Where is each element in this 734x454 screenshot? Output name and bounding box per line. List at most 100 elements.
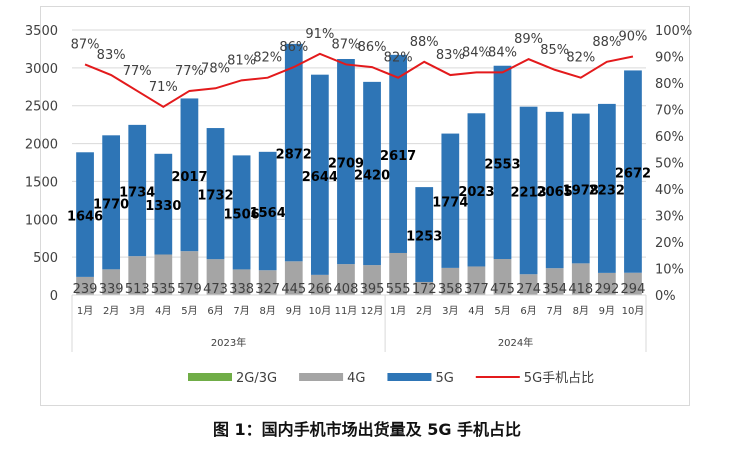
x-tick-label: 2月 [416, 305, 432, 317]
data-label-4g: 327 [255, 282, 280, 297]
bar-4g [102, 269, 121, 295]
data-label-5g: 2872 [276, 148, 312, 163]
bar-5g [545, 111, 564, 269]
legend-label: 4G [347, 371, 365, 386]
bar-5g [467, 113, 486, 267]
y-tick-label: 2500 [25, 100, 58, 115]
y2-tick-label: 90% [655, 51, 684, 66]
bar-4g [415, 281, 434, 295]
x-tick-label: 6月 [207, 305, 223, 317]
data-label-4g: 418 [568, 282, 593, 297]
data-label-5g: 2023 [458, 185, 494, 200]
bar-4g [389, 252, 408, 295]
data-label-5g: 1253 [406, 230, 442, 245]
data-label-4g: 408 [334, 282, 359, 297]
data-label-5g: 1770 [93, 197, 129, 212]
x-tick-label: 6月 [520, 305, 536, 317]
year-group-label: 2023年 [211, 336, 246, 349]
bar-5g [154, 153, 173, 255]
data-label-5g: 2017 [171, 170, 207, 185]
data-label-4g: 475 [490, 282, 515, 297]
data-label-share: 78% [201, 61, 230, 76]
bar-4g [597, 272, 616, 295]
y2-tick-label: 70% [655, 104, 684, 119]
data-label-share: 88% [410, 35, 439, 50]
bar-5g [102, 135, 121, 270]
x-tick-label: 9月 [286, 305, 302, 317]
bar-5g [624, 70, 642, 273]
data-label-share: 88% [592, 35, 621, 50]
data-label-5g: 2709 [328, 157, 364, 172]
bar-4g [493, 259, 512, 295]
data-label-4g: 473 [203, 282, 228, 297]
y2-tick-label: 50% [655, 157, 684, 172]
bar-5g [128, 124, 147, 257]
bar-4g [441, 267, 460, 295]
bar-5g [232, 155, 251, 270]
x-tick-label: 7月 [546, 305, 562, 317]
data-label-4g: 579 [177, 282, 202, 297]
bar-4g [363, 265, 381, 295]
legend-swatch [299, 373, 344, 381]
bar-5g [597, 103, 616, 273]
data-label-5g: 2232 [589, 183, 625, 198]
data-label-5g: 1646 [67, 210, 103, 225]
data-label-share: 84% [488, 45, 517, 60]
data-label-share: 83% [97, 48, 126, 63]
data-label-share: 82% [566, 51, 595, 66]
x-tick-label: 5月 [494, 305, 510, 317]
bar-4g [154, 254, 173, 295]
x-tick-label: 10月 [622, 305, 645, 317]
data-label-5g: 2644 [302, 170, 338, 185]
x-tick-label: 5月 [181, 305, 197, 317]
bar-4g [76, 276, 94, 295]
data-label-5g: 1978 [563, 183, 599, 198]
data-label-share: 71% [149, 80, 178, 95]
data-label-5g: 1732 [197, 189, 233, 204]
data-label-share: 89% [514, 32, 543, 47]
data-label-5g: 2420 [354, 168, 390, 183]
bar-4g [258, 270, 277, 295]
x-tick-label: 7月 [233, 305, 249, 317]
data-label-4g: 338 [229, 282, 254, 297]
y-tick-label: 2000 [25, 138, 58, 153]
bar-5g [76, 152, 94, 277]
data-label-share: 83% [436, 48, 465, 63]
data-label-4g: 513 [125, 282, 150, 297]
bar-5g [519, 106, 538, 275]
bar-4g [519, 274, 538, 295]
x-tick-label: 3月 [442, 305, 458, 317]
data-label-5g: 2553 [484, 157, 520, 172]
x-tick-label: 11月 [335, 305, 358, 317]
data-label-4g: 239 [73, 282, 98, 297]
data-label-4g: 358 [438, 282, 463, 297]
data-label-4g: 535 [151, 282, 176, 297]
data-label-4g: 274 [516, 282, 541, 297]
data-label-share: 87% [332, 37, 361, 52]
y-tick-label: 1500 [25, 175, 58, 190]
data-label-5g: 2617 [380, 149, 416, 164]
data-label-5g: 2065 [537, 185, 573, 200]
data-label-share: 90% [619, 30, 648, 45]
x-tick-label: 1月 [390, 305, 406, 317]
x-tick-label: 8月 [259, 305, 275, 317]
bar-5g [284, 43, 303, 262]
x-tick-label: 4月 [468, 305, 484, 317]
data-label-share: 81% [227, 53, 256, 68]
chart-caption: 图 1：国内手机市场出货量及 5G 手机占比 [212, 420, 522, 439]
bar-5g [571, 113, 590, 264]
bar-5g [493, 65, 512, 260]
chart-frame [40, 6, 690, 406]
legend-label: 5G [435, 371, 453, 386]
data-label-share: 86% [279, 40, 308, 55]
bar-5g [206, 128, 225, 260]
bar-4g [310, 274, 329, 295]
bar-5g [180, 98, 199, 252]
bar-5g [363, 81, 381, 266]
x-tick-label: 10月 [308, 305, 331, 317]
bar-4g [128, 256, 147, 295]
bar-4g [337, 264, 355, 295]
data-label-4g: 555 [386, 282, 411, 297]
legend-label: 5G手机占比 [524, 371, 594, 386]
